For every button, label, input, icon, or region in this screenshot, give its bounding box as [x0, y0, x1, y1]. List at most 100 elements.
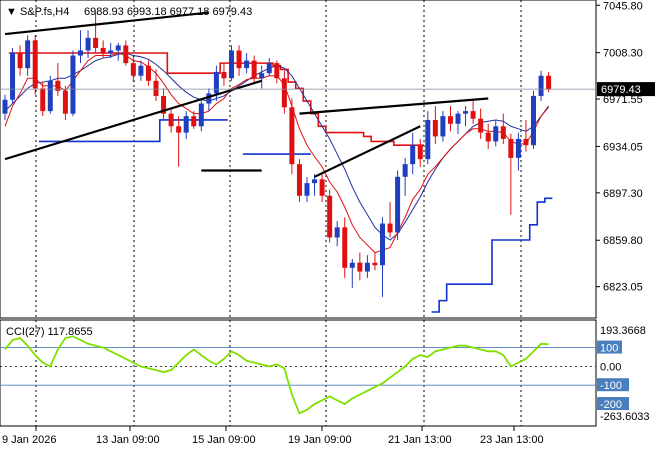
candle-body [229, 50, 234, 79]
candle [145, 60, 151, 86]
candle [364, 255, 370, 278]
candle-body [78, 50, 83, 56]
candle-body [266, 63, 272, 74]
candle [349, 258, 355, 288]
candle-body [425, 119, 431, 160]
candle-body [70, 55, 76, 114]
candle [463, 106, 469, 127]
price-tick-label: 7045.80 [603, 0, 643, 12]
candle [478, 108, 484, 139]
candle [493, 119, 499, 147]
candle [296, 159, 302, 203]
candle-body [17, 53, 23, 69]
candle-body [342, 227, 348, 268]
candle [198, 98, 204, 132]
candle-body [304, 183, 310, 196]
candle-body [221, 71, 227, 79]
candle-body [523, 138, 529, 146]
ohlc-readout: 6988.93 6993.18 6977.18 6979.43 [84, 6, 252, 18]
candle [70, 50, 76, 117]
candle-body [478, 118, 484, 133]
candle [402, 157, 408, 196]
candle-body [206, 93, 212, 104]
candle [432, 106, 438, 144]
candle-body [100, 47, 106, 54]
candle [259, 65, 265, 89]
dropdown-arrow-icon[interactable]: ▼ [6, 6, 17, 18]
candle-body [259, 73, 265, 79]
candle [85, 30, 91, 59]
candle-body [244, 60, 250, 69]
candle-body [296, 164, 302, 196]
candle [447, 106, 453, 132]
candle [538, 70, 544, 102]
candle-body [470, 111, 476, 119]
candle [47, 75, 53, 114]
candle-body [485, 132, 491, 142]
candle [40, 82, 46, 117]
price-tick-label: 6859.80 [603, 235, 643, 247]
candle-body [198, 103, 204, 127]
current-price-tag [597, 82, 655, 97]
candle [455, 111, 461, 134]
candle [115, 42, 121, 61]
candle [176, 116, 182, 167]
candle [500, 113, 506, 144]
candle [108, 42, 114, 59]
candle [221, 63, 227, 86]
candle [425, 111, 431, 165]
candle [130, 55, 136, 83]
candle [319, 174, 325, 203]
support-step-line [431, 197, 553, 313]
candle-body [380, 223, 385, 266]
candle [17, 45, 23, 76]
candle [395, 170, 401, 240]
candle-body [85, 37, 91, 51]
price-tick-label: 6823.05 [603, 282, 643, 294]
cci-tick-label: -100 [600, 380, 622, 392]
candle-body [402, 164, 408, 177]
candle [470, 101, 476, 124]
time-axis: 9 Jan 2026 13 Jan 09:00 15 Jan 09:00 19 Jan… [2, 426, 544, 446]
candle-body [108, 50, 114, 54]
price-axis: 7045.80 7008.30 6971.55 6934.05 6897.30 6859.… [596, 0, 655, 294]
candle [304, 176, 310, 203]
candle-body [251, 60, 257, 79]
candle [342, 217, 348, 278]
candle-body [138, 65, 144, 76]
candle [508, 133, 514, 215]
candle-body [455, 113, 461, 124]
candle-body [319, 179, 325, 196]
candle-body [47, 80, 53, 112]
candle [229, 45, 234, 81]
candle-body [432, 119, 438, 137]
candle [168, 107, 174, 133]
candle [372, 252, 378, 271]
candle-body [2, 99, 8, 114]
time-tick-label: 15 Jan 09:00 [192, 434, 256, 446]
candle [123, 40, 129, 66]
time-tick-label: 19 Jan 09:00 [288, 434, 352, 446]
price-tick-label: 7008.30 [603, 48, 643, 60]
candle [78, 30, 83, 64]
cci-axis: 193.3668 100 0.00 -100 -200-263.6033 [597, 325, 650, 423]
chart-symbol: S&P.fs,H4 [20, 6, 69, 18]
candle-body [25, 40, 31, 69]
candle [2, 94, 8, 120]
candle [236, 45, 242, 76]
candle [417, 138, 423, 167]
candle [55, 63, 61, 96]
candle [327, 189, 333, 243]
candle-body [395, 176, 401, 233]
candle-body [546, 75, 552, 90]
time-tick-label: 23 Jan 13:00 [480, 434, 544, 446]
candle-body [364, 262, 370, 272]
candle [274, 60, 280, 84]
cci-line [4, 335, 549, 415]
candle [281, 70, 287, 114]
candle-body [447, 116, 453, 124]
price-tick-label: 6934.05 [603, 141, 643, 153]
candle-body [508, 138, 514, 158]
candle-body [55, 80, 61, 91]
